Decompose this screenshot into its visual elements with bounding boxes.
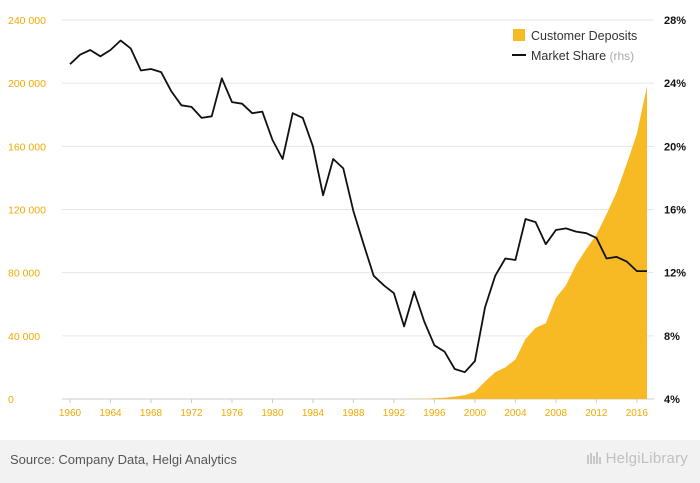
brand-logo: HelgiLibrary (586, 450, 688, 467)
chart-canvas: 0 40 000 80 000 120 000 160 000 200 000 240 00… (8, 15, 686, 419)
left-tick-label: 120 000 (8, 205, 46, 217)
left-axis-ticks: 0 40 000 80 000 120 000 160 000 200 000 240 00… (8, 15, 46, 406)
x-tick-label: 1980 (261, 408, 284, 419)
source-note: Source: Company Data, Helgi Analytics (10, 452, 237, 467)
left-tick-label: 240 000 (8, 15, 46, 27)
x-tick-label: 1964 (99, 408, 122, 419)
right-tick-label: 12% (664, 268, 686, 280)
x-tick-label: 2008 (545, 408, 568, 419)
customer-deposits-area (70, 86, 647, 400)
right-tick-label: 20% (664, 141, 686, 153)
library-icon (586, 452, 601, 464)
legend-deposits-swatch (513, 29, 525, 41)
market-share-line (69, 39, 647, 374)
right-tick-label: 8% (664, 331, 680, 343)
brand-name: HelgiLibrary (605, 450, 688, 467)
x-tick-label: 1968 (140, 408, 163, 419)
x-tick-label: 1996 (423, 408, 446, 419)
x-tick-label: 1988 (342, 408, 365, 419)
left-tick-label: 80 000 (8, 268, 40, 280)
x-tick-label: 1984 (302, 408, 325, 419)
grid-lines (62, 19, 654, 400)
x-axis-ticks: 1960 1964 1968 1972 1976 1980 1984 1988 1992 1996… (59, 399, 649, 419)
left-tick-label: 0 (8, 394, 14, 406)
right-tick-label: 16% (664, 205, 686, 217)
left-tick-label: 160 000 (8, 141, 46, 153)
x-tick-label: 1972 (180, 408, 203, 419)
left-tick-label: 200 000 (8, 78, 46, 90)
left-tick-label: 40 000 (8, 331, 40, 343)
x-tick-label: 2016 (626, 408, 649, 419)
legend-share-label: Market Share (rhs) (531, 49, 634, 63)
x-tick-label: 1976 (221, 408, 244, 419)
right-tick-label: 28% (664, 15, 686, 27)
x-tick-label: 1992 (383, 408, 406, 419)
legend-deposits-label: Customer Deposits (531, 29, 637, 43)
right-axis-ticks: 4% 8% 12% 16% 20% 24% 28% (664, 15, 686, 406)
x-tick-label: 2004 (504, 408, 527, 419)
right-tick-label: 4% (664, 394, 680, 406)
x-tick-label: 1960 (59, 408, 82, 419)
x-tick-label: 2000 (464, 408, 487, 419)
footer: Source: Company Data, Helgi Analytics He… (0, 440, 700, 483)
x-tick-label: 2012 (585, 408, 608, 419)
legend: Customer Deposits Market Share (rhs) (512, 29, 637, 63)
right-tick-label: 24% (664, 78, 686, 90)
